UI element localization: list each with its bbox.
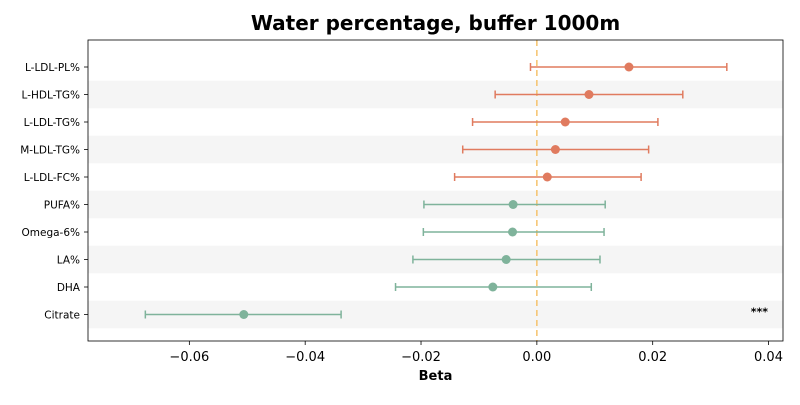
y-tick-label: M-LDL-TG% <box>20 145 80 157</box>
y-tick-label: L-HDL-TG% <box>22 90 80 102</box>
y-tick-label: L-LDL-PL% <box>25 62 80 74</box>
chart-marks: *** <box>144 62 769 319</box>
beta-point <box>584 90 594 99</box>
forest-row-mark <box>471 117 659 127</box>
y-tick-label: LA% <box>57 255 80 267</box>
significance-label: *** <box>751 306 769 319</box>
forest-row-mark <box>412 255 601 264</box>
forest-row-mark <box>394 282 593 292</box>
beta-point <box>550 145 560 154</box>
forest-row-mark: *** <box>144 306 769 319</box>
plot-frame <box>87 39 784 342</box>
x-axis: −0.06 −0.04 −0.02 0.00 0.02 0.04 <box>169 341 783 365</box>
row-band <box>88 135 783 164</box>
y-tick-label: DHA <box>57 282 81 294</box>
y-tick-label: L-LDL-TG% <box>24 117 80 129</box>
beta-point <box>239 310 249 319</box>
forest-row-mark <box>423 200 606 209</box>
y-axis: L-LDL-PL% L-HDL-TG% L-LDL-TG% M-LDL-TG% L-LD… <box>20 62 88 322</box>
x-tick-label: 0.04 <box>754 350 783 365</box>
beta-point <box>560 117 570 127</box>
y-tick-label: Omega-6% <box>22 227 81 239</box>
forest-row-mark <box>453 172 642 182</box>
beta-point <box>501 255 511 264</box>
x-tick-label: −0.04 <box>285 350 325 365</box>
forest-row-mark <box>461 145 650 154</box>
beta-point <box>542 172 552 182</box>
chart-title: Water percentage, buffer 1000m <box>251 11 620 35</box>
beta-point <box>508 200 518 209</box>
x-tick-label: 0.00 <box>522 350 551 365</box>
beta-point <box>488 282 498 292</box>
forest-row-mark <box>494 90 684 99</box>
forest-row-mark <box>529 62 728 72</box>
y-tick-label: L-LDL-FC% <box>24 172 80 184</box>
forest-row-mark <box>422 227 605 237</box>
y-tick-label: Citrate <box>44 310 80 322</box>
x-tick-label: −0.02 <box>401 350 441 365</box>
x-axis-label: Beta <box>419 369 453 384</box>
beta-point <box>508 227 518 237</box>
beta-point <box>624 62 634 72</box>
y-tick-label: PUFA% <box>44 200 80 212</box>
x-tick-label: −0.06 <box>169 350 209 365</box>
x-tick-label: 0.02 <box>638 350 667 365</box>
